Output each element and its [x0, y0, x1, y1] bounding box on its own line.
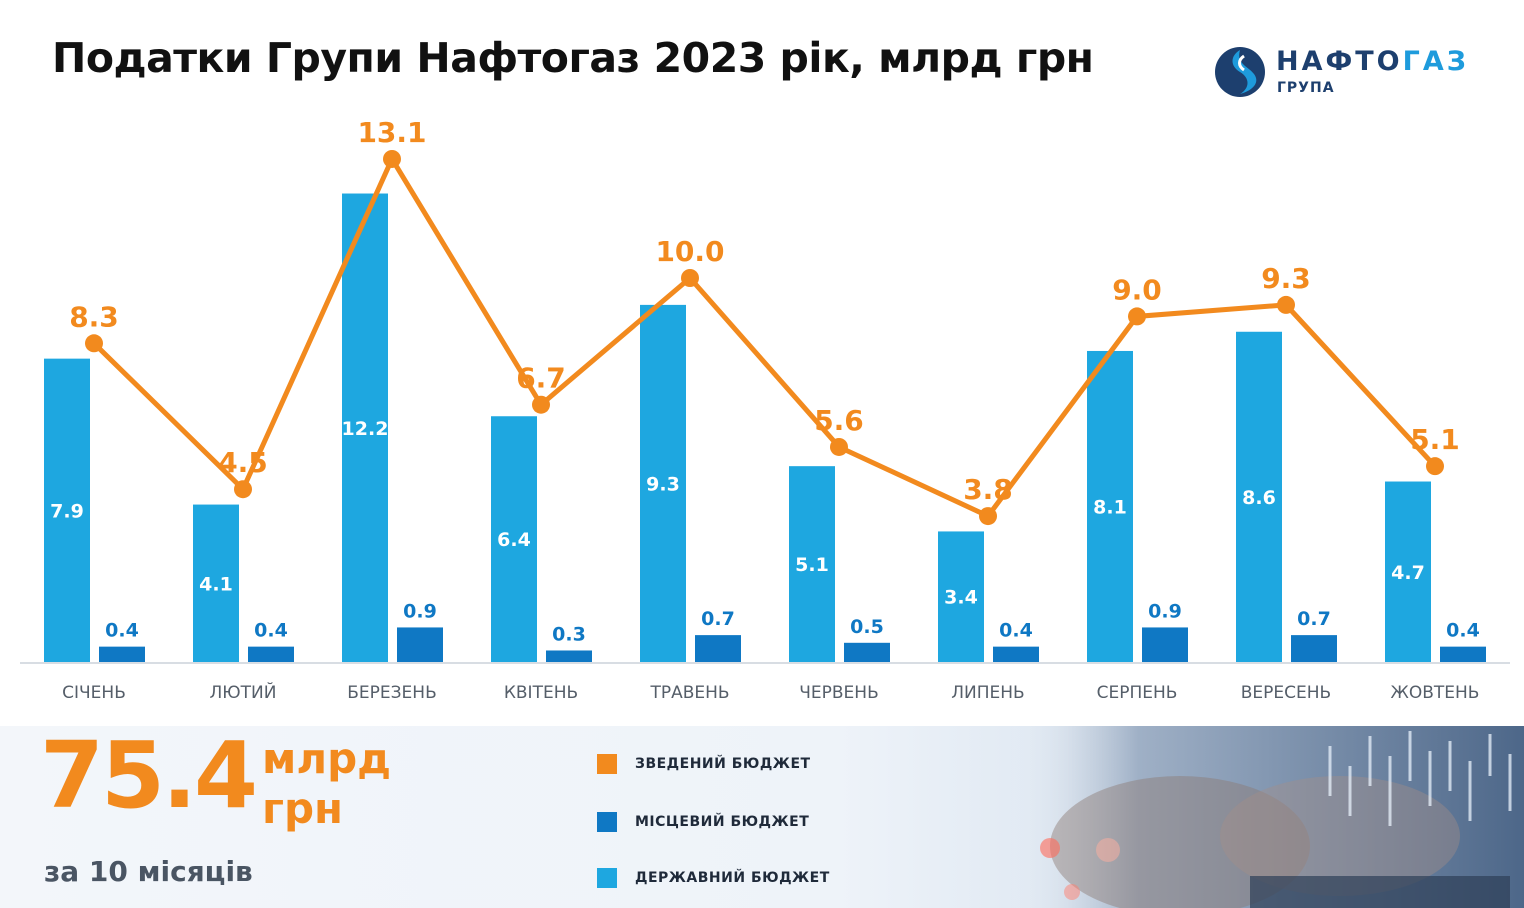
point-consolidated: [234, 480, 252, 499]
bar-label-local: 0.3: [552, 623, 586, 645]
point-consolidated: [681, 269, 699, 287]
bar-label-local: 0.4: [105, 620, 139, 642]
x-tick-label: БЕРЕЗЕНЬ: [347, 683, 436, 703]
bar-label-state: 9.3: [646, 473, 680, 495]
data-label-consolidated: 9.0: [1112, 273, 1162, 306]
bar-state: [44, 358, 90, 662]
legend-item-local: МІСЦЕВИЙ БЮДЖЕТ: [597, 812, 809, 832]
legend-swatch: [597, 812, 617, 832]
x-tick-label: СЕРПЕНЬ: [1097, 683, 1178, 703]
data-label-consolidated: 9.3: [1261, 262, 1311, 295]
total-caption: за 10 місяців: [44, 855, 253, 888]
line-consolidated: [92, 156, 1437, 519]
page-title: Податки Групи Нафтогаз 2023 рік, млрд гр…: [52, 34, 1094, 82]
point-consolidated: [532, 395, 550, 414]
total-value: 75.4: [40, 722, 258, 829]
bar-label-local: 0.9: [1148, 600, 1182, 622]
x-tick-label: ЛЮТИЙ: [210, 681, 277, 703]
point-consolidated: [1277, 295, 1295, 314]
bar-label-state: 7.9: [50, 500, 84, 522]
bar-local: [397, 627, 443, 662]
data-label-consolidated: 4.5: [218, 446, 268, 479]
x-tick-label: ЖОВТЕНЬ: [1391, 683, 1480, 703]
bar-local: [546, 650, 592, 662]
legend-label: МІСЦЕВИЙ БЮДЖЕТ: [635, 814, 810, 830]
bar-label-local: 0.4: [1446, 620, 1480, 642]
legend-item-consolidated: ЗВЕДЕНИЙ БЮДЖЕТ: [597, 754, 811, 774]
bar-state: [1385, 481, 1431, 662]
x-tick-label: СІЧЕНЬ: [62, 683, 126, 703]
bar-state: [491, 416, 537, 662]
bar-label-state: 12.2: [342, 418, 389, 440]
bar-state: [938, 531, 984, 662]
data-label-consolidated: 13.1: [357, 116, 426, 149]
point-consolidated: [383, 149, 401, 168]
keyboard-photo-graphic: [1010, 726, 1524, 908]
legend-swatch: [597, 868, 617, 888]
bar-label-state: 8.6: [1242, 487, 1276, 509]
total-unit-line1: млрд: [262, 734, 392, 783]
point-consolidated: [1128, 307, 1146, 326]
footer-panel: [0, 726, 1524, 908]
x-tick-label: ВЕРЕСЕНЬ: [1241, 683, 1331, 703]
data-label-consolidated: 5.6: [814, 404, 864, 437]
bar-state: [342, 193, 388, 662]
data-label-consolidated: 8.3: [69, 300, 119, 333]
point-consolidated: [85, 334, 103, 353]
bar-label-local: 0.9: [403, 600, 437, 622]
point-consolidated: [830, 437, 848, 456]
bar-state: [1236, 331, 1282, 662]
bar-label-local: 0.4: [254, 620, 288, 642]
naftogaz-logo: НАФТОГАЗ ГРУПА: [1214, 44, 1484, 104]
tax-chart: 7.9 0.4 СІЧЕНЬ 4.1 0.4 ЛЮТИЙ 12.2 0.9 БЕРЕЗЕНЬ 6.…: [20, 116, 1510, 703]
logo-wordmark: НАФТОГАЗ: [1276, 46, 1469, 77]
point-consolidated: [979, 507, 997, 526]
bar-local: [248, 646, 294, 662]
bar-local: [844, 642, 890, 662]
legend-item-state: ДЕРЖАВНИЙ БЮДЖЕТ: [597, 868, 830, 888]
data-label-consolidated: 6.7: [516, 362, 566, 395]
x-tick-label: ЛИПЕНЬ: [951, 683, 1024, 703]
x-tick-label: КВІТЕНЬ: [504, 683, 578, 703]
bar-label-state: 4.7: [1391, 562, 1425, 584]
bar-local: [695, 635, 741, 662]
legend-swatch: [597, 754, 617, 774]
bar-state: [193, 504, 239, 662]
bar-local: [993, 646, 1039, 662]
logo-drop-icon: [1215, 47, 1265, 97]
bar-local: [99, 646, 145, 662]
bar-label-state: 5.1: [795, 554, 829, 576]
bar-label-state: 3.4: [944, 587, 978, 609]
data-label-consolidated: 3.8: [963, 473, 1013, 506]
point-consolidated: [1426, 457, 1444, 476]
data-label-consolidated: 5.1: [1410, 423, 1460, 456]
x-tick-label: ТРАВЕНЬ: [649, 683, 729, 703]
bar-label-local: 0.5: [850, 616, 884, 638]
total-unit-line2: грн: [262, 784, 344, 833]
bar-label-local: 0.4: [999, 620, 1033, 642]
data-label-consolidated: 10.0: [655, 235, 724, 268]
bar-label-state: 4.1: [199, 573, 233, 595]
bar-label-state: 6.4: [497, 529, 531, 551]
bar-state: [789, 466, 835, 662]
legend-label: ДЕРЖАВНИЙ БЮДЖЕТ: [635, 870, 830, 886]
legend-label: ЗВЕДЕНИЙ БЮДЖЕТ: [635, 756, 811, 772]
bar-state: [1087, 350, 1133, 662]
bar-label-state: 8.1: [1093, 496, 1127, 518]
bar-local: [1291, 635, 1337, 662]
bar-local: [1142, 627, 1188, 662]
bar-label-local: 0.7: [1297, 608, 1331, 630]
logo-subtitle: ГРУПА: [1277, 80, 1335, 96]
x-tick-label: ЧЕРВЕНЬ: [799, 683, 879, 703]
bar-label-local: 0.7: [701, 608, 735, 630]
bar-local: [1440, 646, 1486, 662]
bar-state: [640, 304, 686, 662]
